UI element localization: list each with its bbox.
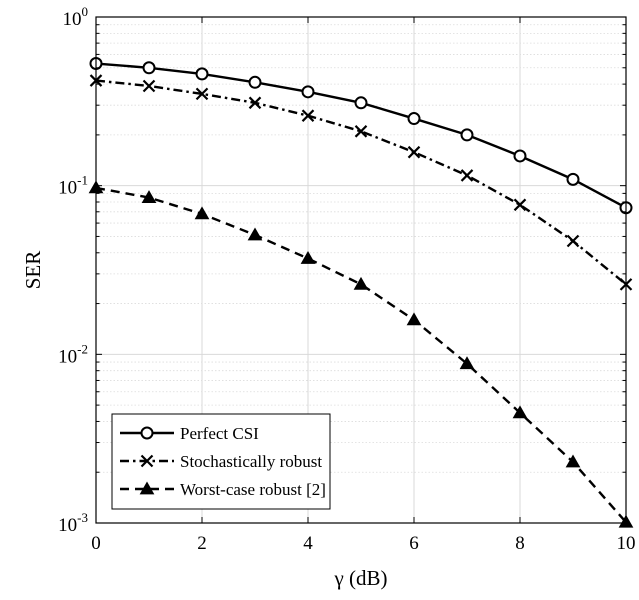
- y-axis-label: SER: [21, 251, 45, 290]
- data-point-x: [513, 198, 527, 212]
- x-tick-label: 0: [91, 533, 101, 554]
- legend-marker-x: [140, 454, 154, 468]
- data-point-x: [142, 79, 156, 93]
- data-point-circle: [460, 128, 474, 142]
- legend-label: Perfect CSI: [180, 424, 259, 443]
- data-point-x: [354, 125, 368, 138]
- legend-label: Worst-case robust [2]: [180, 480, 326, 499]
- y-tick-labels: 100 10-1 10-2 10-3: [58, 4, 88, 536]
- data-point-triangle: [512, 405, 528, 419]
- data-point-circle: [142, 61, 156, 75]
- data-point-x: [248, 96, 262, 110]
- series-line: [95, 186, 627, 524]
- data-point-circle: [513, 149, 527, 163]
- legend-label: Stochastically robust: [180, 452, 322, 471]
- data-point-triangle: [194, 206, 210, 220]
- tick-marks: [95, 16, 627, 524]
- data-point-triangle: [565, 454, 581, 468]
- data-point-circle: [407, 112, 421, 126]
- series-triangle: [88, 180, 634, 528]
- y-tick-label: 10-1: [58, 173, 88, 199]
- data-point-x: [195, 87, 209, 101]
- y-tick-label: 10-2: [58, 341, 88, 367]
- x-axis-label: γ (dB): [333, 566, 387, 590]
- data-point-triangle: [300, 250, 316, 264]
- y-tick-label: 100: [63, 4, 89, 30]
- data-point-circle: [301, 85, 315, 99]
- x-tick-label: 4: [303, 533, 313, 554]
- x-tick-labels: 0 2 4 6 8 10: [91, 533, 635, 554]
- data-point-triangle: [406, 312, 422, 326]
- series-layer: [88, 57, 634, 528]
- data-point-circle: [248, 75, 262, 89]
- data-point-triangle: [353, 276, 369, 290]
- legend-marker-circle: [140, 426, 154, 440]
- data-point-x: [407, 145, 421, 159]
- data-point-circle: [195, 67, 209, 81]
- data-point-triangle: [247, 227, 263, 241]
- data-point-x: [301, 109, 315, 122]
- data-point-circle: [566, 172, 580, 186]
- legend-marker-triangle: [139, 481, 155, 495]
- x-tick-label: 8: [515, 533, 525, 554]
- x-tick-label: 6: [409, 533, 419, 554]
- plot-frame: [95, 16, 627, 524]
- legend: Perfect CSI Stochastically robust Worst-ca…: [111, 413, 331, 510]
- data-point-triangle: [141, 190, 157, 203]
- data-point-circle: [354, 96, 368, 110]
- x-tick-label: 10: [617, 533, 636, 554]
- x-tick-label: 2: [197, 533, 207, 554]
- data-point-triangle: [459, 356, 475, 370]
- y-tick-label: 10-3: [58, 510, 88, 536]
- series-circle: [89, 57, 633, 215]
- data-point-x: [566, 234, 580, 248]
- data-point-x: [460, 169, 474, 182]
